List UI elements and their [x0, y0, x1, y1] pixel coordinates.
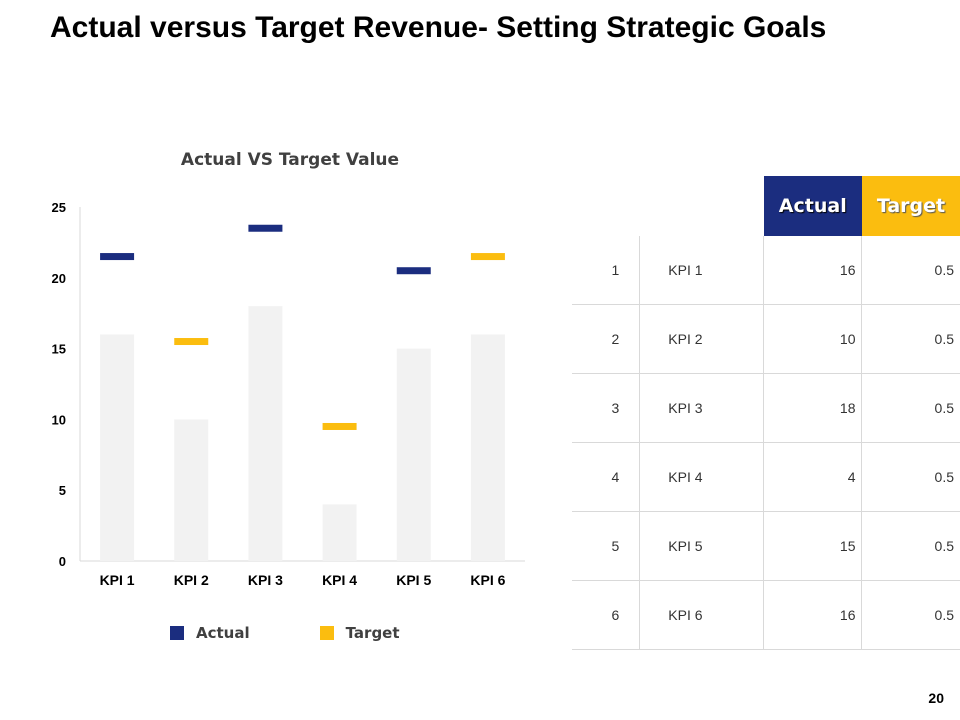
row-actual-value: 4: [763, 442, 863, 512]
legend-label-actual: Actual: [196, 624, 250, 642]
legend-label-target: Target: [345, 624, 400, 642]
marker-target: [470, 253, 505, 261]
page-number: 20: [928, 690, 944, 706]
bar: [174, 419, 209, 561]
row-actual-value: 16: [763, 236, 863, 305]
row-kpi-name: KPI 6: [639, 580, 765, 650]
row-target-value: 0.5: [861, 580, 960, 650]
x-tick-label: KPI 5: [396, 572, 431, 588]
marker-actual: [100, 253, 135, 261]
bar: [470, 334, 505, 561]
y-tick-label: 10: [52, 412, 66, 427]
row-kpi-name: KPI 4: [639, 442, 765, 512]
marker-target: [174, 338, 209, 346]
row-kpi-name: KPI 3: [639, 373, 765, 443]
marker-target: [322, 422, 357, 430]
row-actual-value: 10: [763, 304, 863, 374]
row-number: 3: [572, 373, 641, 443]
row-kpi-name: KPI 2: [639, 304, 765, 374]
chart-legend: Actual Target: [170, 624, 470, 642]
table-header-row: Actual Target: [572, 176, 960, 236]
y-tick-label: 25: [52, 200, 66, 215]
y-tick-label: 5: [59, 483, 66, 498]
bar-chart: 0 5 10 15 20 25 KPI 1 KPI 2 KPI 3 KPI 4 KPI 5 KPI 6: [52, 200, 525, 588]
table-row: 5 KPI 5 15 0.5: [572, 511, 960, 581]
x-tick-label: KPI 1: [100, 572, 135, 588]
row-number: 6: [572, 580, 641, 650]
row-actual-value: 15: [763, 511, 863, 581]
row-number: 2: [572, 304, 641, 374]
y-tick-label: 0: [59, 554, 66, 569]
legend-item-actual: Actual: [170, 624, 250, 642]
header-blank: [572, 176, 764, 236]
y-tick-label: 20: [52, 271, 66, 286]
legend-item-target: Target: [319, 624, 400, 642]
bar: [248, 306, 283, 561]
row-actual-value: 18: [763, 373, 863, 443]
chart-title: Actual VS Target Value: [180, 150, 400, 170]
bar: [396, 348, 431, 561]
table-row: 6 KPI 6 16 0.5: [572, 580, 960, 650]
table-row: 2 KPI 2 10 0.5: [572, 304, 960, 374]
table-row: 1 KPI 1 16 0.5: [572, 236, 960, 305]
row-target-value: 0.5: [861, 511, 960, 581]
row-target-value: 0.5: [861, 442, 960, 512]
row-target-value: 0.5: [861, 236, 960, 305]
header-target: Target: [861, 176, 960, 236]
row-number: 1: [572, 236, 641, 305]
legend-swatch-actual: [170, 626, 184, 640]
x-tick-label: KPI 4: [322, 572, 357, 588]
row-actual-value: 16: [763, 580, 863, 650]
x-tick-label: KPI 2: [174, 572, 209, 588]
row-target-value: 0.5: [861, 373, 960, 443]
marker-actual: [248, 224, 283, 232]
table-row: 4 KPI 4 4 0.5: [572, 442, 960, 512]
header-actual: Actual: [763, 176, 862, 236]
bar: [100, 334, 135, 561]
row-kpi-name: KPI 5: [639, 511, 765, 581]
table-row: 3 KPI 3 18 0.5: [572, 373, 960, 443]
x-tick-label: KPI 3: [248, 572, 283, 588]
legend-swatch-target: [319, 626, 334, 640]
bar: [322, 504, 357, 561]
y-tick-label: 15: [52, 342, 66, 357]
row-number: 4: [572, 442, 641, 512]
kpi-table: Actual Target 1 KPI 1 16 0.5 2 KPI 2 10 …: [572, 176, 960, 650]
row-target-value: 0.5: [861, 304, 960, 374]
row-number: 5: [572, 511, 641, 581]
row-kpi-name: KPI 1: [639, 236, 765, 305]
marker-actual: [396, 267, 431, 275]
x-tick-label: KPI 6: [470, 572, 505, 588]
page-title: Actual versus Target Revenue- Setting St…: [50, 11, 827, 44]
